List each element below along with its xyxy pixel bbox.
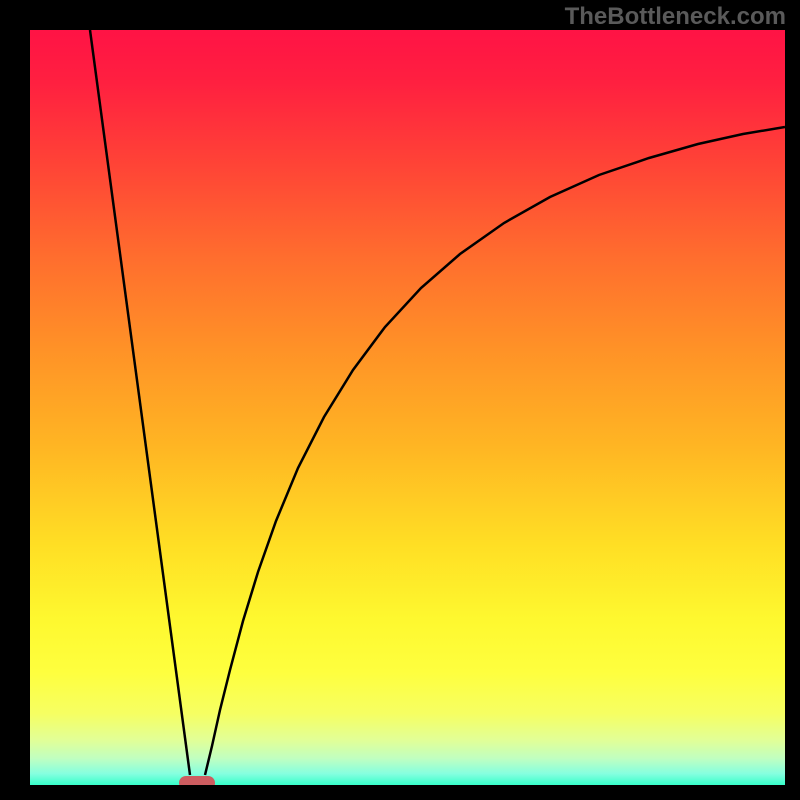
- bottleneck-chart: TheBottleneck.com: [0, 0, 800, 800]
- curve-overlay: [30, 30, 785, 785]
- curve-right-segment: [205, 127, 785, 775]
- plot-area: [30, 30, 785, 785]
- watermark-text: TheBottleneck.com: [565, 3, 786, 31]
- curve-left-segment: [90, 30, 190, 775]
- optimal-marker: [179, 776, 215, 785]
